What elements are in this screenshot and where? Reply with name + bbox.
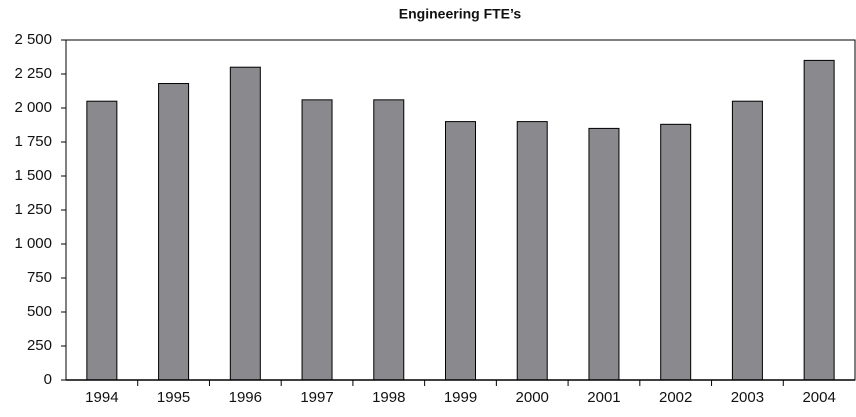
y-tick-label: 750: [27, 269, 52, 286]
y-tick-label: 2 500: [14, 31, 52, 48]
x-tick-label: 1999: [444, 389, 477, 406]
y-tick-label: 2 000: [14, 99, 52, 116]
chart-title: Engineering FTE’s: [399, 6, 522, 22]
y-tick-label: 1 750: [14, 133, 52, 150]
bar: [588, 127, 620, 381]
x-tick-label: 2002: [659, 389, 692, 406]
y-tick-label: 0: [44, 371, 52, 388]
bar: [158, 83, 190, 381]
y-tick-label: 1 250: [14, 201, 52, 218]
y-tick-label: 1 000: [14, 235, 52, 252]
bar: [86, 100, 118, 381]
x-tick-label: 2001: [587, 389, 620, 406]
y-tick-label: 250: [27, 337, 52, 354]
bar: [301, 99, 333, 381]
x-tick-label: 1998: [372, 389, 405, 406]
bar: [229, 66, 261, 381]
y-tick-label: 1 500: [14, 167, 52, 184]
bar: [445, 121, 476, 381]
bar: [516, 121, 548, 381]
bar: [373, 99, 405, 381]
x-tick-label: 1994: [85, 389, 118, 406]
x-tick-label: 2000: [516, 389, 549, 406]
x-tick-label: 1997: [300, 389, 333, 406]
y-tick-label: 500: [27, 303, 52, 320]
x-tick-label: 2003: [731, 389, 764, 406]
x-tick-label: 1995: [157, 389, 190, 406]
x-tick-label: 2004: [802, 389, 835, 406]
bar: [803, 59, 835, 381]
bar: [660, 123, 692, 381]
y-tick-label: 2 250: [14, 65, 52, 82]
x-tick-label: 1996: [229, 389, 262, 406]
bar: [731, 100, 763, 381]
